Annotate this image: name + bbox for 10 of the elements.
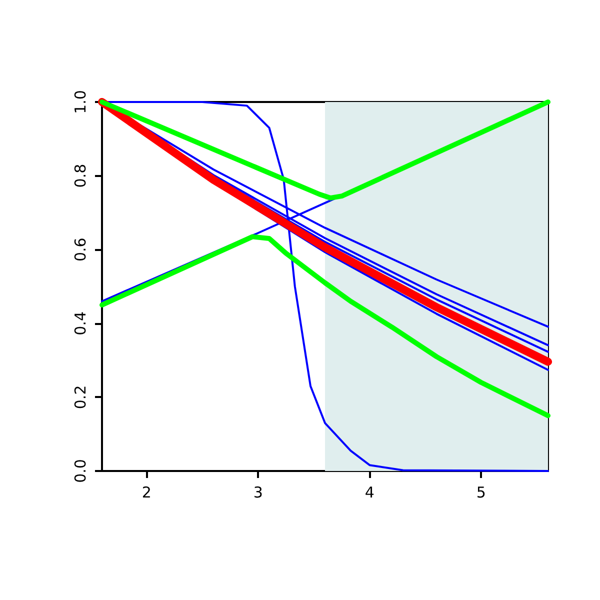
y-tick-label: 0.8: [72, 164, 90, 188]
x-tick-label: 5: [476, 484, 486, 502]
y-tick-label: 0.2: [72, 385, 90, 410]
y-tick-label: 0.6: [72, 238, 90, 262]
y-tick-label: 0.4: [72, 311, 90, 336]
y-tick-label: 0.0: [72, 459, 90, 483]
x-tick-label: 3: [253, 484, 263, 502]
x-tick-label: 2: [142, 484, 152, 502]
y-tick-label: 1.0: [72, 90, 90, 114]
x-tick-label: 4: [364, 484, 374, 502]
